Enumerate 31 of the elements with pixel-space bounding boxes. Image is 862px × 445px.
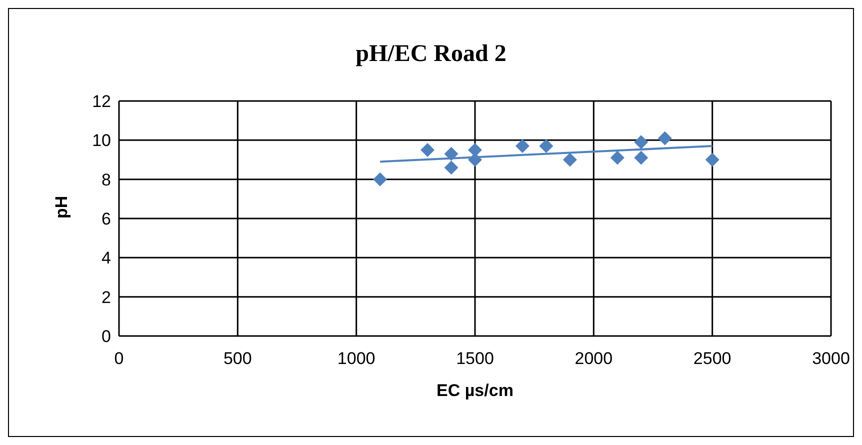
y-tick-label: 8 bbox=[102, 170, 111, 190]
x-axis-title: EC µs/cm bbox=[436, 381, 514, 400]
x-tick-label: 500 bbox=[223, 349, 252, 368]
chart-title: pH/EC Road 2 bbox=[354, 41, 508, 68]
point bbox=[634, 135, 648, 150]
point bbox=[444, 160, 458, 175]
y-tick-label: 10 bbox=[92, 131, 111, 150]
point bbox=[705, 152, 720, 167]
point bbox=[610, 150, 624, 165]
point bbox=[468, 142, 482, 157]
y-tick-label: 0 bbox=[102, 327, 111, 346]
x-tick-label: 1000 bbox=[337, 349, 376, 368]
point bbox=[444, 146, 458, 161]
point bbox=[634, 150, 648, 165]
y-tick-label: 6 bbox=[102, 210, 111, 229]
y-tick-label: 2 bbox=[102, 288, 111, 307]
point bbox=[562, 152, 577, 167]
point bbox=[515, 139, 530, 154]
point bbox=[420, 142, 435, 157]
x-tick-label: 3000 bbox=[812, 349, 850, 368]
y-tick-label: 4 bbox=[102, 248, 111, 268]
y-axis-title: pH bbox=[52, 196, 72, 218]
x-tick-label: 2000 bbox=[574, 349, 613, 368]
y-tick-label: 12 bbox=[92, 92, 111, 112]
point bbox=[539, 139, 554, 154]
point bbox=[373, 172, 388, 186]
x-tick-label: 0 bbox=[114, 349, 124, 368]
x-tick-label: 2500 bbox=[693, 349, 732, 368]
x-tick-label: 1500 bbox=[456, 349, 494, 368]
point bbox=[658, 131, 672, 146]
point bbox=[468, 152, 482, 167]
